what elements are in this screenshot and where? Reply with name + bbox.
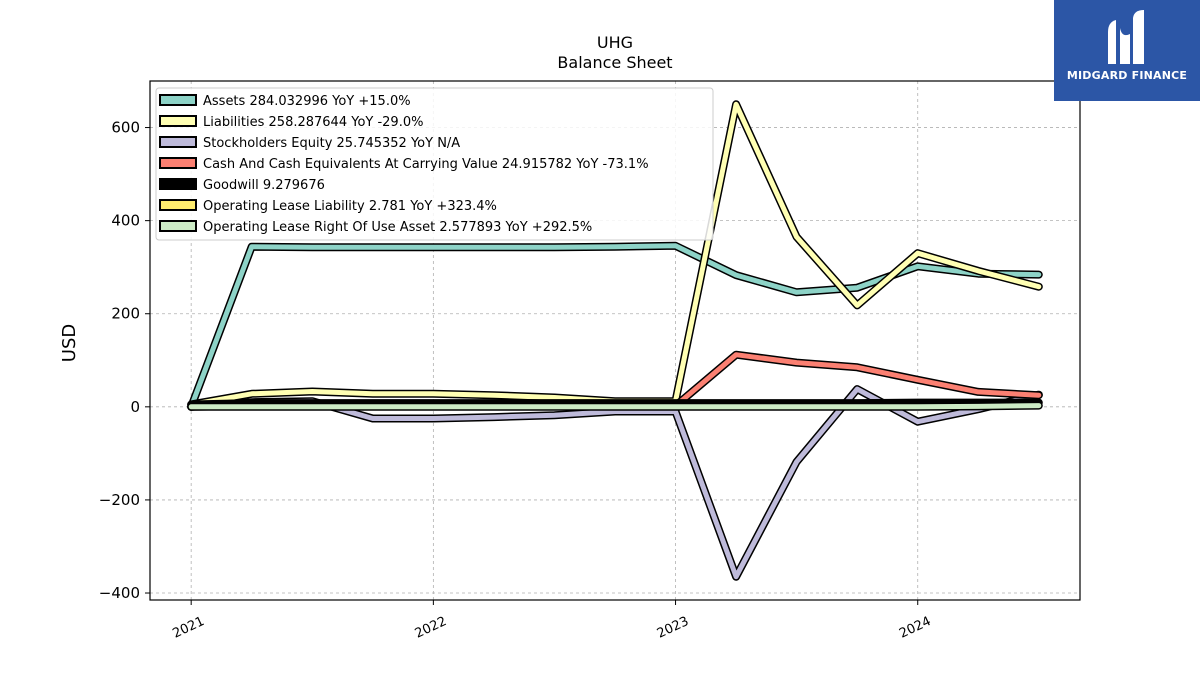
series-line-2 — [188, 386, 1042, 580]
x-tick-label: 2024 — [897, 614, 933, 642]
x-tick-label: 2023 — [655, 614, 691, 642]
legend-swatch — [159, 115, 197, 127]
logo-mark-icon — [1108, 10, 1144, 64]
chart-subtitle: Balance Sheet — [557, 53, 672, 72]
legend-box — [155, 87, 714, 241]
legend-swatch — [159, 220, 197, 232]
y-tick-label: 0 — [130, 398, 140, 416]
legend-entry: Liabilities 258.287644 YoY -29.0% — [203, 115, 423, 130]
legend-swatch — [159, 199, 197, 211]
legend-entry: Stockholders Equity 25.745352 YoY N/A — [203, 136, 460, 151]
logo-text: MIDGARD FINANCE — [1066, 69, 1188, 82]
legend: Assets 284.032996 YoY +15.0% Liabilities … — [155, 87, 714, 241]
legend-entry: Assets 284.032996 YoY +15.0% — [203, 94, 411, 109]
plot-frame — [149, 80, 1081, 601]
legend-swatch — [159, 136, 197, 148]
y-tick-label: −200 — [99, 491, 140, 509]
y-axis-label: USD — [59, 324, 80, 362]
series-lines — [187, 100, 1043, 581]
series-line-6 — [188, 403, 1042, 410]
x-tick-label: 2021 — [171, 614, 207, 642]
y-tick-label: 400 — [111, 212, 140, 230]
y-tick-label: −400 — [99, 584, 140, 602]
series-line-0 — [188, 243, 1042, 410]
x-tick-label: 2022 — [413, 614, 449, 642]
legend-swatch — [159, 94, 197, 106]
legend-entry: Cash And Cash Equivalents At Carrying Va… — [203, 157, 649, 172]
legend-swatch — [159, 178, 197, 190]
y-tick-label: 200 — [111, 305, 140, 323]
legend-swatch — [159, 157, 197, 169]
y-tick-label: 600 — [111, 119, 140, 137]
legend-entry: Operating Lease Liability 2.781 YoY +323… — [203, 199, 497, 214]
legend-entry: Goodwill 9.279676 — [203, 178, 325, 193]
legend-entry: Operating Lease Right Of Use Asset 2.577… — [203, 220, 592, 235]
brand-logo: MIDGARD FINANCE — [1054, 0, 1200, 101]
chart-title: UHG — [597, 33, 633, 52]
